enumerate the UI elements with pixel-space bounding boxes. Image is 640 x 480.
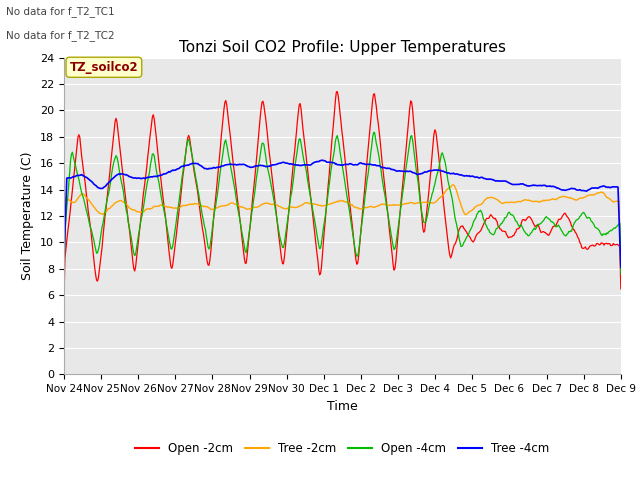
Tree -4cm [60, 259, 68, 264]
Tree -2cm [388, 202, 396, 208]
Y-axis label: Soil Temperature (C): Soil Temperature (C) [22, 152, 35, 280]
Line: Open -2cm: Open -2cm [64, 92, 621, 300]
Line: Tree -4cm: Tree -4cm [64, 160, 621, 267]
X-axis label: Time: Time [327, 400, 358, 413]
Open -2cm [60, 297, 68, 302]
Open -4cm [389, 243, 397, 249]
Tree -4cm [433, 168, 440, 173]
Title: Tonzi Soil CO2 Profile: Upper Temperatures: Tonzi Soil CO2 Profile: Upper Temperatur… [179, 40, 506, 55]
Tree -2cm [617, 268, 625, 274]
Tree -4cm [480, 176, 488, 181]
Tree -2cm [204, 204, 211, 209]
Open -4cm [617, 271, 625, 276]
Tree -4cm [319, 157, 326, 163]
Open -4cm [480, 218, 488, 224]
Tree -4cm [204, 166, 211, 172]
Legend: Open -2cm, Tree -2cm, Open -4cm, Tree -4cm: Open -2cm, Tree -2cm, Open -4cm, Tree -4… [131, 437, 554, 460]
Text: No data for f_T2_TC1: No data for f_T2_TC1 [6, 6, 115, 17]
Text: No data for f_T2_TC2: No data for f_T2_TC2 [6, 30, 115, 41]
Text: TZ_soilco2: TZ_soilco2 [70, 61, 138, 74]
Open -2cm [159, 191, 166, 197]
Tree -2cm [312, 202, 320, 207]
Open -2cm [389, 262, 397, 267]
Tree -2cm [60, 265, 68, 271]
Open -4cm [312, 225, 320, 231]
Tree -4cm [389, 167, 397, 172]
Open -4cm [371, 130, 378, 135]
Tree -4cm [312, 159, 320, 165]
Tree -4cm [159, 172, 166, 178]
Open -2cm [480, 220, 488, 226]
Open -2cm [617, 286, 625, 292]
Open -2cm [204, 258, 211, 264]
Tree -2cm [159, 202, 166, 208]
Open -2cm [333, 89, 341, 95]
Open -4cm [60, 282, 68, 288]
Tree -2cm [432, 199, 440, 205]
Open -4cm [204, 238, 211, 244]
Tree -2cm [449, 182, 456, 188]
Tree -4cm [617, 264, 625, 270]
Open -2cm [433, 136, 440, 142]
Open -4cm [433, 173, 440, 179]
Line: Tree -2cm: Tree -2cm [64, 185, 621, 271]
Open -4cm [159, 201, 166, 207]
Open -2cm [312, 241, 320, 247]
Tree -2cm [480, 198, 488, 204]
Line: Open -4cm: Open -4cm [64, 132, 621, 285]
